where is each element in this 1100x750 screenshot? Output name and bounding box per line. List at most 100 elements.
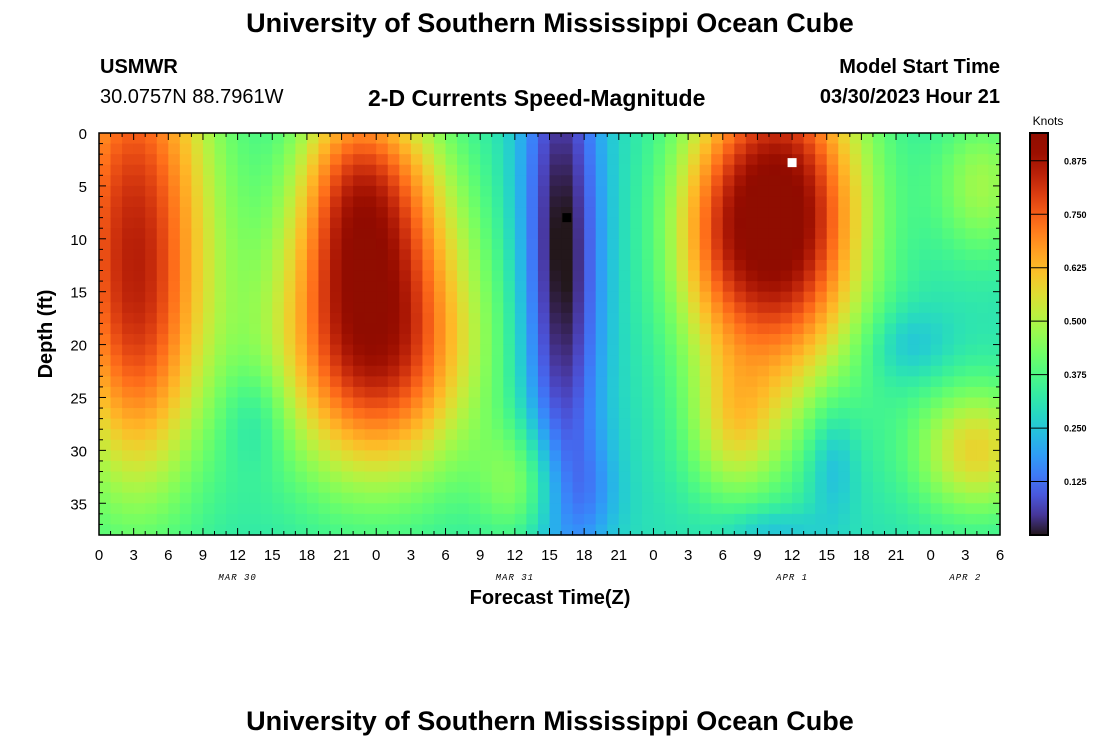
heatmap-cell [768, 238, 782, 250]
heatmap-cell [179, 323, 193, 335]
heatmap-cell [237, 217, 250, 229]
heatmap-cell [930, 228, 943, 240]
heatmap-cell [133, 376, 146, 388]
heatmap-cell [422, 217, 435, 229]
heatmap-cell [641, 386, 655, 399]
heatmap-cell [99, 408, 112, 420]
heatmap-cell [630, 386, 643, 399]
heatmap-cell [584, 524, 597, 536]
heatmap-cell [849, 482, 862, 494]
heatmap-cell [953, 418, 966, 430]
heatmap-cell [99, 365, 112, 377]
heatmap-cell [110, 418, 123, 430]
heatmap-cell [780, 397, 793, 409]
heatmap-cell [815, 291, 828, 303]
heatmap-cell [526, 281, 539, 293]
heatmap-cell [942, 450, 955, 462]
heatmap-cell [884, 344, 897, 356]
heatmap-cell [480, 482, 493, 494]
heatmap-cell [537, 482, 551, 494]
heatmap-cell [976, 344, 990, 356]
heatmap-cell [861, 460, 874, 473]
heatmap-cell [757, 460, 770, 473]
heatmap-cell [145, 281, 158, 293]
heatmap-cell [838, 175, 851, 187]
heatmap-cell [792, 334, 805, 346]
heatmap-cell [768, 228, 782, 240]
x-tick-label: 0 [372, 547, 380, 564]
heatmap-cell [815, 408, 828, 420]
heatmap-cell [191, 344, 204, 356]
heatmap-cell [480, 154, 493, 166]
heatmap-cell [953, 207, 966, 219]
heatmap-cell [965, 249, 978, 261]
heatmap-cell [722, 355, 735, 367]
heatmap-cell [179, 196, 193, 208]
heatmap-cell [665, 397, 678, 409]
heatmap-cell [734, 344, 747, 356]
heatmap-cell [249, 492, 262, 504]
heatmap-cell [237, 154, 250, 166]
heatmap-cell [122, 164, 135, 176]
heatmap-cell [976, 439, 990, 451]
heatmap-cell [861, 503, 874, 515]
heatmap-cell [226, 439, 239, 451]
x-tick-label: 21 [610, 547, 627, 564]
heatmap-cell [838, 408, 851, 420]
heatmap-cell [514, 376, 527, 388]
heatmap-cell [387, 397, 400, 409]
heatmap-cell [214, 450, 227, 462]
heatmap-cell [849, 492, 862, 504]
heatmap-cell [792, 365, 805, 377]
heatmap-cell [618, 207, 631, 219]
heatmap-cell [468, 334, 481, 346]
heatmap-cell [422, 270, 435, 282]
heatmap-cell [780, 154, 793, 166]
heatmap-cell [376, 355, 389, 367]
heatmap-cell [422, 355, 435, 367]
heatmap-cell [537, 228, 551, 240]
heatmap-cell [757, 228, 770, 240]
heatmap-cell [122, 429, 135, 441]
heatmap-cell [503, 164, 516, 176]
heatmap-cell [191, 196, 204, 208]
heatmap-cell [260, 439, 273, 451]
heatmap-cell [965, 376, 978, 388]
heatmap-cell [665, 217, 678, 229]
heatmap-cell [722, 291, 735, 303]
heatmap-cell [445, 217, 458, 229]
date-label: MAR 31 [496, 573, 534, 583]
heatmap-cell [272, 397, 285, 409]
heatmap-cell [422, 249, 435, 261]
heatmap-cell [318, 397, 331, 409]
heatmap-cell [341, 429, 354, 441]
heatmap-cell [283, 439, 296, 451]
heatmap-cell [965, 207, 978, 219]
heatmap-cell [145, 185, 158, 198]
heatmap-cell [133, 450, 146, 462]
heatmap-cell [445, 408, 458, 420]
heatmap-cell [526, 217, 539, 229]
heatmap-cell [803, 450, 816, 462]
heatmap-cell [618, 344, 631, 356]
heatmap-cell [803, 376, 816, 388]
heatmap-cell [595, 238, 608, 250]
heatmap-cell [838, 513, 851, 526]
heatmap-cell [838, 207, 851, 219]
heatmap-cell [607, 259, 620, 272]
heatmap-cell [688, 217, 701, 229]
heatmap-cell [676, 450, 689, 462]
heatmap-cell [699, 281, 712, 293]
heatmap-cell [387, 429, 400, 441]
heatmap-cell [699, 471, 712, 483]
heatmap-cell [376, 386, 389, 399]
heatmap-cell [283, 228, 296, 240]
heatmap-cell [387, 249, 400, 261]
heatmap-cell [976, 270, 990, 282]
heatmap-cell [572, 185, 585, 198]
heatmap-cell [422, 259, 435, 272]
heatmap-cell [676, 482, 689, 494]
heatmap-cell [295, 492, 308, 504]
heatmap-cell [676, 133, 689, 145]
heatmap-cell [595, 154, 608, 166]
